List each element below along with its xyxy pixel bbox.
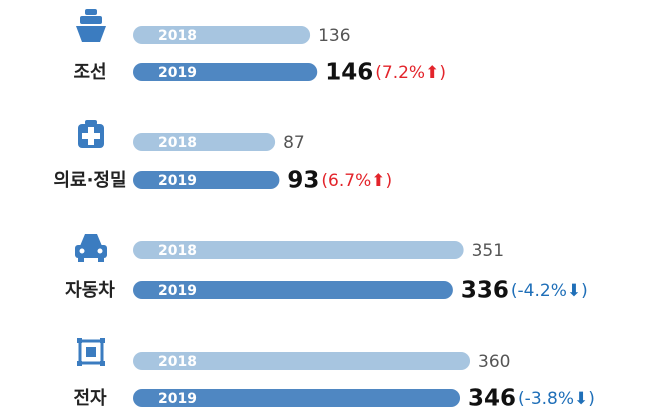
change-label: (-3.8%⬇) [518,389,595,409]
medical-icon [78,120,104,148]
series-label: 2018 [158,135,197,151]
series-label: 2018 [158,354,197,370]
bar [133,171,280,189]
icons [75,9,107,366]
change-label: (7.2%⬆) [375,63,446,83]
category-label: 의료·정밀 [53,170,126,191]
series-label: 2018 [158,243,197,259]
value-label: 146 [325,60,373,86]
value-label: 93 [287,168,319,194]
bar [133,26,311,44]
ship-icon [76,9,106,42]
car-icon [75,234,107,262]
bar [133,133,276,151]
bar [133,241,464,259]
value-label: 351 [472,241,504,261]
value-label: 136 [318,26,350,46]
series-label: 2019 [158,391,197,407]
value-label: 360 [478,352,510,372]
bar [133,281,453,299]
bar [133,389,461,407]
category-label: 전자 [73,388,107,409]
series-label: 2019 [158,283,197,299]
bar [133,352,471,370]
series-label: 2019 [158,173,197,189]
category-label: 조선 [73,62,106,83]
chip-icon [77,338,105,366]
category-label: 자동차 [65,280,115,301]
value-label: 336 [461,278,509,304]
change-label: (6.7%⬆) [321,171,392,191]
value-label: 87 [283,133,305,153]
value-label: 346 [468,386,516,412]
series-label: 2019 [158,65,197,81]
bar [133,63,318,81]
change-label: (-4.2%⬇) [511,281,588,301]
series-label: 2018 [158,28,197,44]
